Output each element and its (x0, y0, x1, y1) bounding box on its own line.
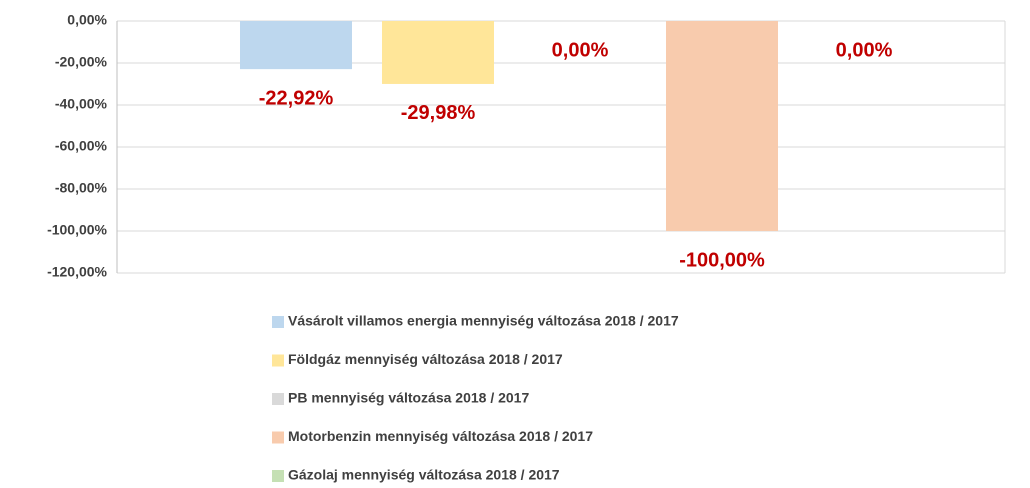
y-tick-label: 0,00% (67, 12, 107, 28)
legend-swatch (272, 393, 284, 405)
value-label: -29,98% (401, 102, 476, 124)
legend-label: Gázolaj mennyiség változása 2018 / 2017 (288, 467, 560, 483)
y-tick-label: -100,00% (47, 222, 107, 238)
bar (382, 21, 494, 84)
legend-swatch (272, 354, 284, 367)
value-label: -22,92% (259, 87, 334, 109)
value-label: 0,00% (836, 39, 893, 61)
legend-swatch (272, 316, 284, 328)
legend-label: Vásárolt villamos energia mennyiség vált… (288, 313, 679, 329)
y-tick-label: -20,00% (55, 54, 108, 70)
bar (666, 21, 778, 231)
y-tick-label: -120,00% (47, 264, 107, 280)
legend-label: PB mennyiség változása 2018 / 2017 (288, 390, 529, 406)
y-tick-label: -80,00% (55, 180, 108, 196)
bar (240, 21, 352, 70)
y-tick-label: -40,00% (55, 96, 108, 112)
legend-label: Földgáz mennyiség változása 2018 / 2017 (288, 351, 563, 367)
legend-swatch (272, 431, 284, 444)
value-label: -100,00% (679, 249, 765, 271)
legend-label: Motorbenzin mennyiség változása 2018 / 2… (288, 428, 593, 444)
legend-swatch (272, 470, 284, 482)
value-label: 0,00% (552, 39, 609, 61)
y-tick-label: -60,00% (55, 138, 108, 154)
